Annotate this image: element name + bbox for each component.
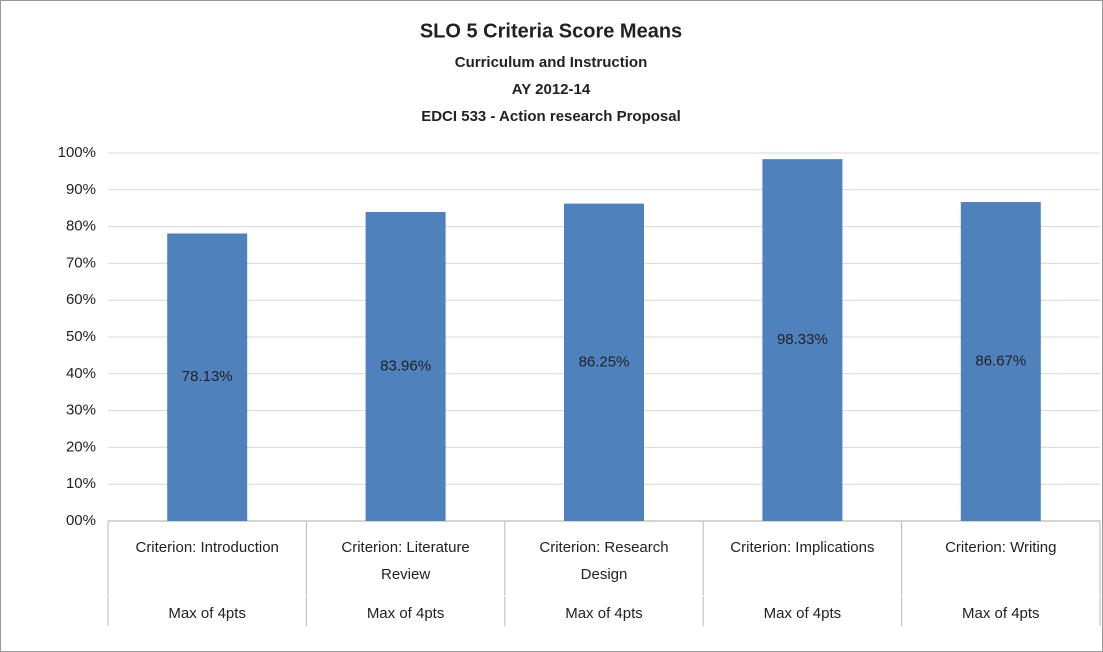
y-tick-label: 30%	[66, 402, 96, 419]
x-tick-label: Criterion: Literature Review	[341, 539, 470, 583]
data-label: 86.67%	[975, 352, 1026, 369]
x-sublabel: Max of 4pts	[763, 605, 842, 622]
y-tick-label: 10%	[66, 475, 96, 492]
x-tick-label: Criterion: Research Design	[539, 539, 669, 583]
chart-subtitle: Curriculum and Instruction	[455, 54, 648, 71]
y-tick-label: 70%	[66, 254, 96, 271]
y-tick-label: 90%	[66, 181, 96, 198]
data-label: 78.13%	[182, 368, 233, 385]
y-tick-label: 00%	[66, 512, 96, 529]
x-sublabel: Max of 4pts	[565, 605, 643, 622]
data-label: 83.96%	[380, 357, 431, 374]
x-tick-label: Criterion: Introduction	[135, 539, 279, 556]
chart-subtitle: EDCI 533 - Action research Proposal	[421, 108, 681, 125]
x-tick-label: Criterion: Implications	[730, 539, 875, 556]
bar	[564, 203, 644, 521]
chart-title: SLO 5 Criteria Score Means	[420, 20, 682, 42]
x-sublabel: Max of 4pts	[366, 605, 445, 622]
x-sublabel: Max of 4pts	[962, 605, 1040, 622]
bar	[167, 233, 248, 521]
x-tick-label: Criterion: Writing	[945, 539, 1057, 556]
y-tick-label: 60%	[66, 291, 96, 308]
x-sublabel: Max of 4pts	[168, 605, 246, 622]
bar	[960, 202, 1041, 522]
y-tick-label: 20%	[66, 438, 96, 455]
y-tick-label: 80%	[66, 218, 96, 235]
bar	[365, 212, 446, 521]
data-label: 86.25%	[579, 353, 630, 370]
y-tick-label: 40%	[66, 365, 96, 382]
bar	[762, 159, 843, 521]
y-tick-label: 50%	[66, 328, 96, 345]
y-tick-label: 100%	[58, 144, 96, 161]
data-label: 98.33%	[777, 331, 828, 348]
chart-subtitle: AY 2012-14	[512, 81, 591, 98]
